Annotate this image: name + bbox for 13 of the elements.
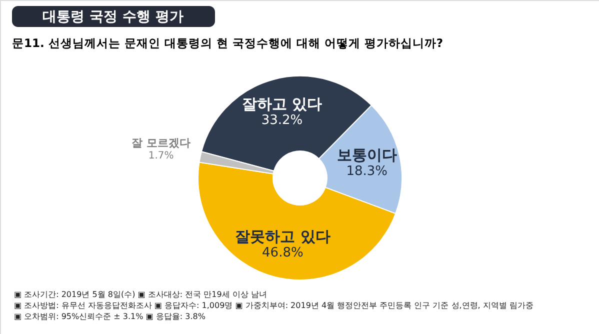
- text: ▣ 조사기간: 2019년 5월 8일(수) ▣ 조사대상: 전국 만19세 이상 남녀: [14, 290, 267, 299]
- chart-title: 대통령 국정 수행 평가: [42, 9, 184, 25]
- data-label: 1.7%: [148, 150, 174, 162]
- slice-label: 보통이다: [336, 146, 397, 164]
- slice-label: 잘 모르겠다: [132, 136, 190, 150]
- data-label: 33.2%: [261, 112, 303, 128]
- data-label: 46.8%: [262, 245, 304, 260]
- chart-subtitle: 문11. 선생님께서는 문재인 대통령의 현 국정수행에 대해 어떻게 평가하십니까?: [12, 36, 444, 50]
- text: ▣ 조사방법: 유무선 자동응답전화조사 ▣ 응답자수: 1,009명 ▣ 가중치부여: 2019년 4월 행정안전부 주민등록 인구 기준 성,연령, 지역별 림가중: [14, 301, 534, 310]
- data-label: 18.3%: [346, 164, 388, 180]
- text: ▣ 오차범위: 95%신뢰수준 ± 3.1% ▣ 응답율: 3.8%: [14, 312, 206, 321]
- slice-label: 잘하고 있다: [242, 94, 322, 113]
- slice-label: 잘못하고 있다: [235, 227, 330, 246]
